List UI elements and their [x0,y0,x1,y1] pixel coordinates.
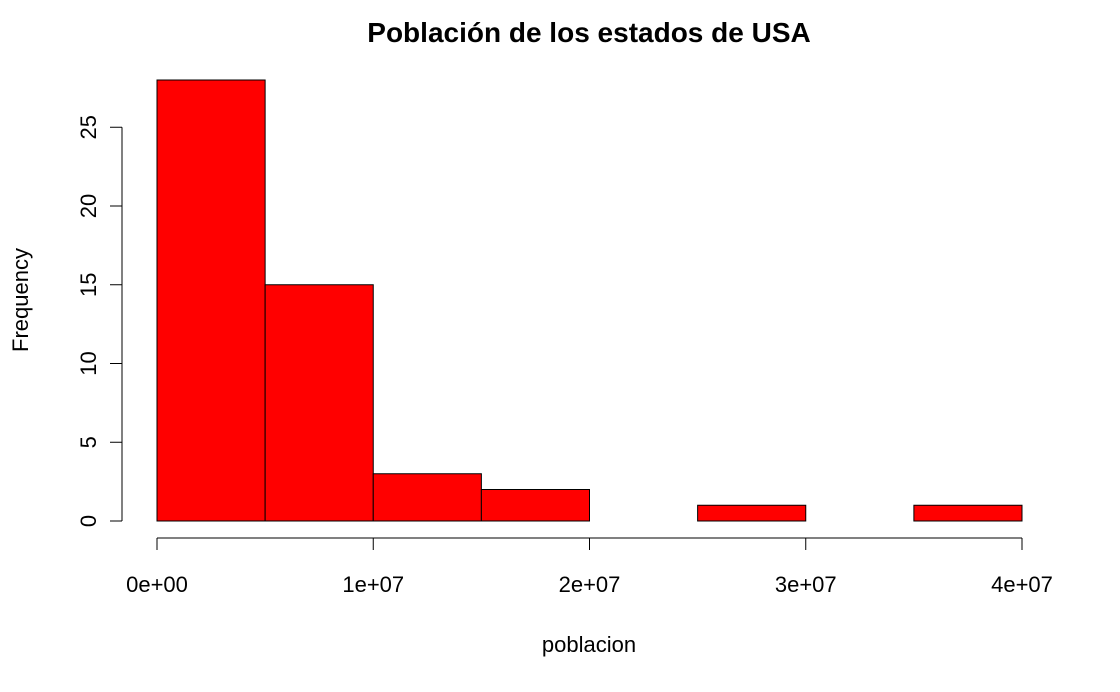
histogram-bar [156,79,266,522]
x-tick-label: 0e+00 [126,572,188,597]
x-tick-label: 4e+07 [991,572,1053,597]
y-tick-label: 20 [76,194,101,218]
histogram-bar [913,504,1023,522]
x-axis-label: poblacion [542,632,636,657]
histogram-bar [480,489,590,522]
y-axis: 0 5 10 15 20 25 [76,115,123,527]
chart-title: Población de los estados de USA [367,17,810,48]
y-tick-label: 25 [76,115,101,139]
x-tick-label: 2e+07 [559,572,621,597]
histogram-bar [697,504,807,522]
histogram-bar [372,473,482,522]
bars-group [156,79,1023,522]
y-tick-label: 5 [76,436,101,448]
x-tick-label: 1e+07 [342,572,404,597]
y-tick-label: 15 [76,273,101,297]
y-tick-label: 0 [76,515,101,527]
y-axis-label: Frequency [8,248,33,352]
x-tick-label: 3e+07 [775,572,837,597]
histogram-bar [264,284,374,522]
x-axis: 0e+00 1e+07 2e+07 3e+07 4e+07 [126,537,1053,597]
y-tick-label: 10 [76,351,101,375]
